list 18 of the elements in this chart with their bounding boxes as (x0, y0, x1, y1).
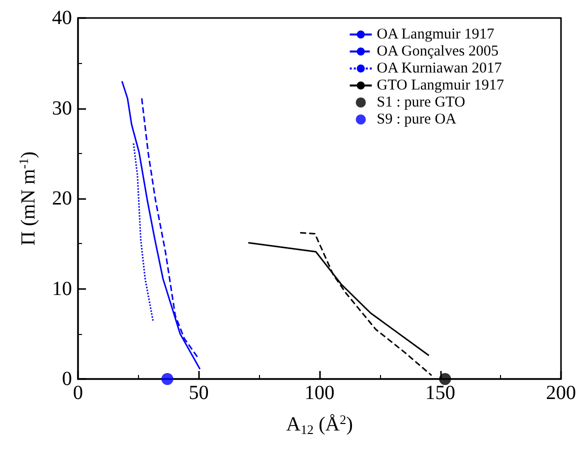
x-tick-label: 150 (425, 382, 456, 404)
line-series (121, 80, 201, 370)
line-series (132, 142, 154, 322)
legend-label: OA Gonçalves 2005 (376, 44, 498, 60)
legend-label: OA Langmuir 1917 (376, 26, 495, 42)
y-tick-label: 20 (52, 188, 72, 210)
y-tick-label: 40 (52, 7, 72, 29)
legend-label: S9 : pure OA (376, 112, 457, 128)
y-axis-title: Π (mN m-1) (16, 151, 40, 246)
x-tick-label: 100 (304, 382, 334, 404)
legend-label: S1 : pure GTO (376, 94, 466, 110)
y-tick-label: 10 (52, 278, 72, 300)
legend-label: OA Kurniawan 2017 (376, 60, 502, 76)
x-tick-label: 50 (188, 382, 209, 404)
x-tick-label: 200 (546, 382, 576, 404)
legend-label: GTO Langmuir 1917 (376, 78, 504, 94)
y-tick-label: 0 (62, 368, 72, 390)
y-tick-label: 30 (52, 97, 72, 120)
